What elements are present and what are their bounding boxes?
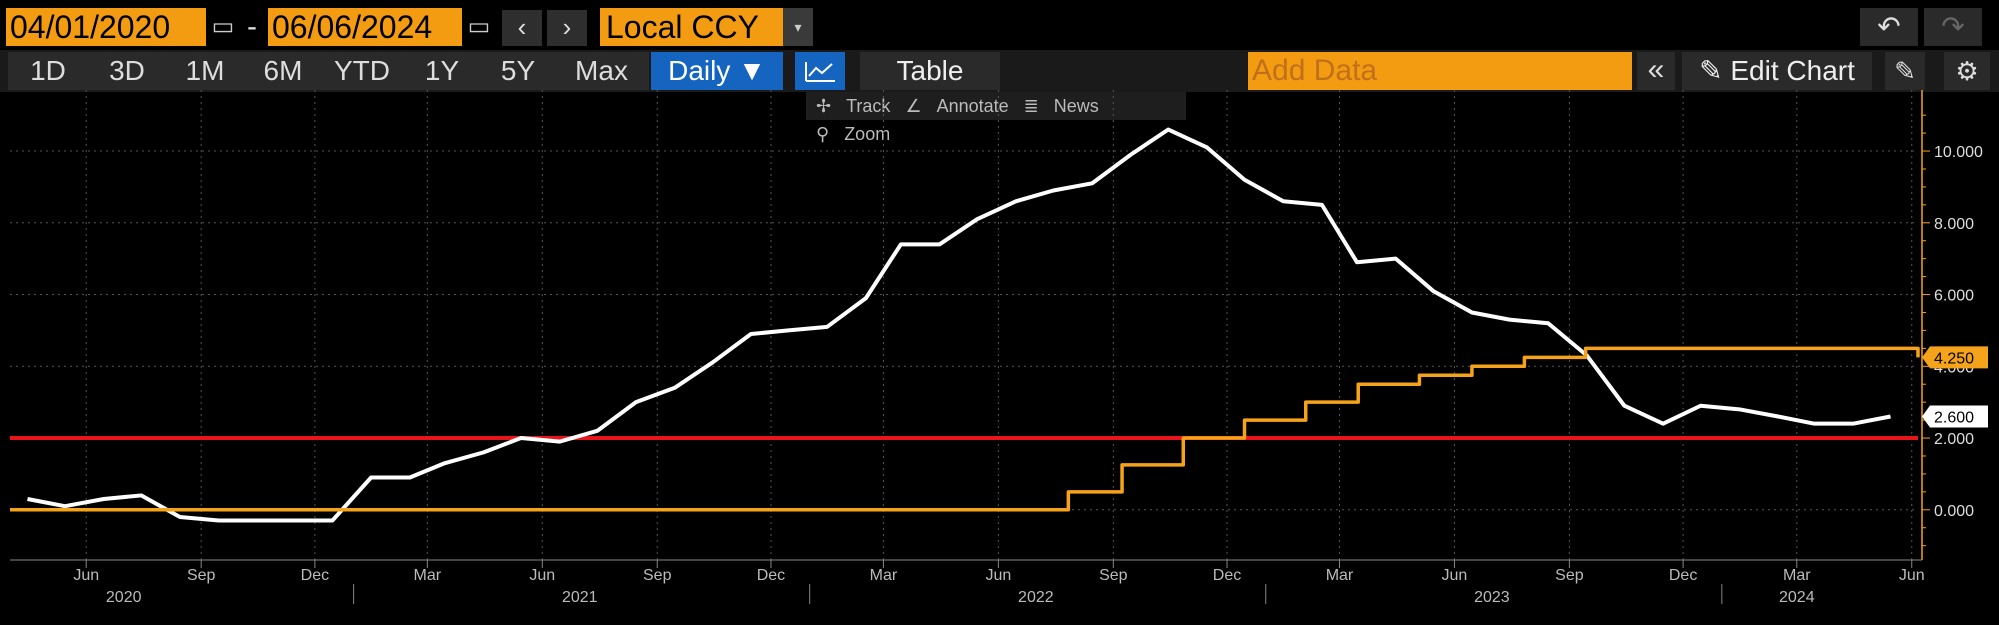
- period-3d-button[interactable]: 3D: [88, 52, 166, 90]
- edit-chart-button[interactable]: ✎ Edit Chart: [1682, 52, 1872, 90]
- chart-settings-icon[interactable]: ✎: [1885, 52, 1925, 90]
- x-tick-label: Mar: [1326, 567, 1354, 584]
- last-value-label: 4.250: [1934, 350, 1974, 367]
- currency-select[interactable]: Local CCY: [600, 8, 783, 46]
- x-tick-label: Dec: [1669, 567, 1697, 584]
- table-button[interactable]: Table: [860, 52, 1000, 90]
- x-tick-label: Sep: [187, 567, 216, 584]
- line-chart-icon-graphic: [805, 62, 835, 82]
- series-line-2: [10, 346, 1920, 512]
- x-tick-label: Mar: [1783, 567, 1811, 584]
- chart-tools: ✢ Track ∠ Annotate ≣ News ⚲ Zoom: [806, 92, 1186, 144]
- period-1m-button[interactable]: 1M: [166, 52, 244, 90]
- news-label: News: [1053, 96, 1099, 116]
- date-separator: -: [247, 10, 257, 43]
- y-tick-label: 2.000: [1934, 431, 1974, 448]
- start-date-input[interactable]: 04/01/2020: [6, 8, 206, 46]
- annotate-label: Annotate: [936, 96, 1009, 116]
- calendar-icon[interactable]: ▭: [211, 13, 235, 40]
- y-tick-label: 6.000: [1934, 288, 1974, 305]
- period-ytd-button[interactable]: YTD: [322, 52, 402, 90]
- x-tick-label: Mar: [414, 567, 442, 584]
- next-period-button[interactable]: ›: [547, 10, 587, 46]
- year-label: 2023: [1474, 589, 1510, 606]
- previous-period-button[interactable]: ‹: [502, 10, 542, 46]
- track-tool[interactable]: ✢ Track: [816, 92, 890, 120]
- period-5y-button[interactable]: 5Y: [482, 52, 554, 90]
- last-value-tag: [1922, 346, 1988, 369]
- x-tick-label: Dec: [301, 567, 329, 584]
- x-tick-label: Jun: [529, 567, 555, 584]
- x-tick-label: Jun: [1899, 567, 1925, 584]
- edit-chart-label: Edit Chart: [1730, 55, 1855, 86]
- x-tick-label: Jun: [985, 567, 1011, 584]
- end-date-input[interactable]: 06/06/2024: [268, 8, 462, 46]
- x-tick-label: Jun: [1442, 567, 1468, 584]
- zoom-tool[interactable]: ⚲ Zoom: [816, 120, 890, 148]
- year-label: 2024: [1779, 589, 1815, 606]
- year-label: 2020: [106, 589, 142, 606]
- series-line-1: [27, 127, 1891, 523]
- last-value-tag: [1922, 405, 1988, 428]
- redo-button[interactable]: ↷: [1924, 8, 1982, 46]
- x-tick-label: Mar: [870, 567, 898, 584]
- line-chart-icon[interactable]: [795, 52, 845, 90]
- undo-button[interactable]: ↶: [1860, 8, 1918, 46]
- y-tick-label: 0.000: [1934, 503, 1974, 520]
- period-max-button[interactable]: Max: [554, 52, 649, 90]
- x-tick-label: Sep: [1099, 567, 1128, 584]
- calendar-icon[interactable]: ▭: [467, 13, 491, 40]
- collapse-icon[interactable]: «: [1637, 52, 1675, 90]
- period-1y-button[interactable]: 1Y: [402, 52, 482, 90]
- period-1d-button[interactable]: 1D: [8, 52, 88, 90]
- pencil-icon: ✎: [1699, 55, 1723, 86]
- zoom-label: Zoom: [844, 124, 891, 144]
- y-tick-label: 8.000: [1934, 216, 1974, 233]
- add-data-input[interactable]: Add Data: [1248, 52, 1632, 90]
- track-label: Track: [846, 96, 891, 116]
- year-label: 2021: [562, 589, 598, 606]
- y-tick-label: 10.000: [1934, 144, 1983, 161]
- x-tick-label: Sep: [643, 567, 672, 584]
- chevron-down-icon[interactable]: ▾: [783, 8, 813, 46]
- x-tick-label: Dec: [757, 567, 785, 584]
- frequency-dropdown[interactable]: Daily ▼: [651, 52, 783, 90]
- last-value-label: 2.600: [1934, 410, 1974, 427]
- news-tool[interactable]: ≣ News: [1024, 92, 1099, 120]
- annotate-tool[interactable]: ∠ Annotate: [905, 92, 1008, 120]
- chart-plot[interactable]: Jun Sep Dec Mar Jun Sep Dec Mar Jun Sep Dec Mar Jun S…: [0, 90, 1999, 625]
- x-tick-label: Jun: [73, 567, 99, 584]
- year-label: 2022: [1018, 589, 1054, 606]
- gear-icon[interactable]: ⚙: [1944, 52, 1990, 90]
- x-tick-label: Dec: [1213, 567, 1241, 584]
- x-tick-label: Sep: [1555, 567, 1584, 584]
- period-6m-button[interactable]: 6M: [244, 52, 322, 90]
